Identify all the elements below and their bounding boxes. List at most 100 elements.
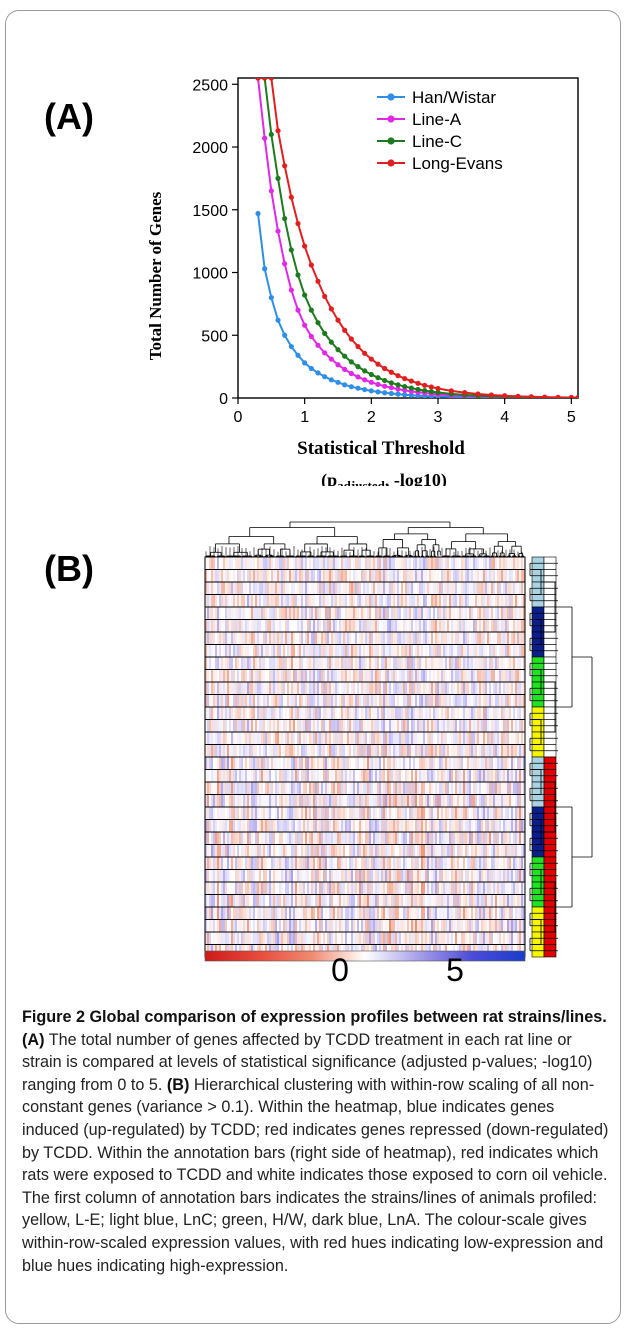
heatmap-cell xyxy=(247,619,250,633)
heatmap-cell xyxy=(245,819,248,833)
heatmap-cell xyxy=(433,719,436,733)
heatmap-cell xyxy=(221,707,224,720)
heatmap-cell xyxy=(303,744,306,758)
heatmap-cell xyxy=(209,807,212,820)
heatmap-cell xyxy=(209,869,212,883)
heatmap-cell xyxy=(471,757,474,770)
heatmap-cell xyxy=(257,569,260,583)
heatmap-cell xyxy=(459,669,462,683)
heatmap-cell xyxy=(463,857,466,870)
heatmap-cell xyxy=(503,744,506,758)
heatmap-cell xyxy=(423,794,426,808)
heatmap-cell xyxy=(209,882,212,895)
heatmap-cell xyxy=(413,582,416,595)
heatmap-cell xyxy=(365,769,368,783)
heatmap-cell xyxy=(473,869,476,883)
heatmap-cell xyxy=(255,594,258,608)
heatmap-cell xyxy=(513,607,516,620)
heatmap-cell xyxy=(233,782,236,795)
heatmap-cell xyxy=(387,694,390,708)
heatmap-cell xyxy=(353,769,356,783)
heatmap-cell xyxy=(281,669,284,683)
heatmap-cell xyxy=(251,807,254,820)
heatmap-cell xyxy=(239,619,242,633)
heatmap-cell xyxy=(301,607,304,620)
heatmap-cell xyxy=(343,832,346,845)
heatmap-cell xyxy=(507,832,510,845)
heatmap-cell xyxy=(277,794,280,808)
heatmap-cell xyxy=(503,632,506,645)
heatmap-cell xyxy=(229,557,232,570)
heatmap-cell xyxy=(347,819,350,833)
heatmap-cell xyxy=(303,844,306,858)
heatmap-cell xyxy=(231,757,234,770)
heatmap-cell xyxy=(385,619,388,633)
heatmap-cell xyxy=(451,682,454,695)
heatmap-cell xyxy=(451,669,454,683)
heatmap-cell xyxy=(265,807,268,820)
heatmap-cell xyxy=(503,869,506,883)
heatmap-cell xyxy=(271,882,274,895)
heatmap-cell xyxy=(357,857,360,870)
heatmap-cell xyxy=(275,807,278,820)
heatmap-cell xyxy=(235,857,238,870)
heatmap-cell xyxy=(443,782,446,795)
heatmap-cell xyxy=(219,632,222,645)
heatmap-cell xyxy=(445,632,448,645)
heatmap-cell xyxy=(287,694,290,708)
data-point xyxy=(308,307,314,313)
heatmap-cell xyxy=(381,607,384,620)
heatmap-cell xyxy=(503,769,506,783)
heatmap-cell xyxy=(207,657,210,670)
heatmap-cell xyxy=(311,719,314,733)
heatmap-cell xyxy=(435,819,438,833)
data-point xyxy=(275,317,281,323)
heatmap-cell xyxy=(381,682,384,695)
heatmap-cell xyxy=(447,582,450,595)
heatmap-cell xyxy=(373,582,376,595)
heatmap-cell xyxy=(497,807,500,820)
heatmap-cell xyxy=(255,844,258,858)
data-point xyxy=(408,385,414,391)
heatmap-cell xyxy=(221,857,224,870)
heatmap-cell xyxy=(417,582,420,595)
heatmap-cell xyxy=(231,594,234,608)
legend-marker xyxy=(387,159,395,167)
heatmap-cell xyxy=(237,594,240,608)
heatmap-cell xyxy=(317,832,320,845)
data-point xyxy=(428,389,434,395)
heatmap-cell xyxy=(465,794,468,808)
heatmap-cell xyxy=(487,594,490,608)
heatmap-cell xyxy=(375,782,378,795)
heatmap-cell xyxy=(477,732,480,745)
heatmap-cell xyxy=(219,757,222,770)
heatmap-cell xyxy=(407,807,410,820)
heatmap-cell xyxy=(377,794,380,808)
heatmap-cell xyxy=(473,594,476,608)
heatmap-cell xyxy=(393,869,396,883)
heatmap-cell xyxy=(363,669,366,683)
heatmap-cell xyxy=(215,619,218,633)
heatmap-cell xyxy=(483,657,486,670)
heatmap-cell xyxy=(265,619,268,633)
heatmap-cell xyxy=(407,819,410,833)
heatmap-cell xyxy=(431,857,434,870)
heatmap-cell xyxy=(361,857,364,870)
heatmap-cell xyxy=(503,682,506,695)
heatmap-cell xyxy=(445,782,448,795)
heatmap-cell xyxy=(261,882,264,895)
heatmap-cell xyxy=(447,782,450,795)
heatmap-cell xyxy=(291,819,294,833)
heatmap-cell xyxy=(209,732,212,745)
heatmap-cell xyxy=(225,857,228,870)
heatmap-cell xyxy=(323,857,326,870)
heatmap-cell xyxy=(397,719,400,733)
heatmap-cell xyxy=(207,582,210,595)
heatmap-cell xyxy=(353,794,356,808)
heatmap-cell xyxy=(441,819,444,833)
heatmap-cell xyxy=(243,632,246,645)
heatmap-cell xyxy=(511,782,514,795)
heatmap-cell xyxy=(409,844,412,858)
heatmap-cell xyxy=(447,632,450,645)
heatmap-cell xyxy=(439,557,442,570)
